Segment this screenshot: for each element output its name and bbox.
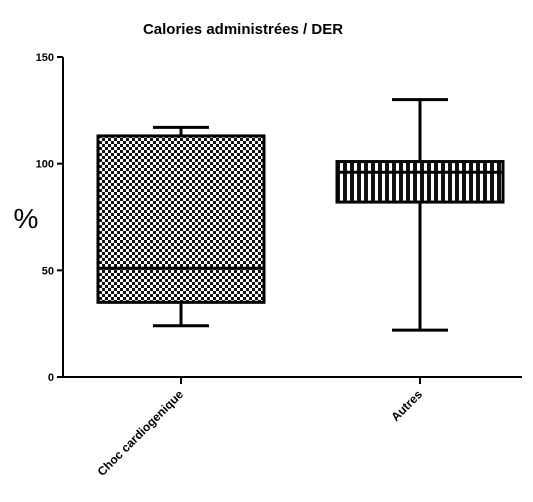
box-group — [335, 98, 505, 332]
x-category-label: Autres — [388, 387, 425, 424]
y-tick-label: 100 — [36, 159, 54, 171]
y-tick-label: 0 — [48, 372, 54, 384]
box-body — [96, 134, 266, 304]
y-tick-label: 50 — [42, 265, 54, 277]
axes — [62, 57, 522, 378]
x-category-label: Choc cardiogenique — [95, 387, 187, 479]
chart-title: Calories administrées / DER — [143, 21, 343, 38]
boxes — [96, 98, 505, 332]
box-group — [96, 125, 266, 328]
y-tick-label: 150 — [36, 52, 54, 64]
x-labels: Choc cardiogenique Autres — [95, 377, 425, 479]
box-body — [335, 160, 505, 204]
y-axis-label: % — [14, 203, 39, 234]
y-ticks: 0 50 100 150 — [36, 52, 63, 384]
